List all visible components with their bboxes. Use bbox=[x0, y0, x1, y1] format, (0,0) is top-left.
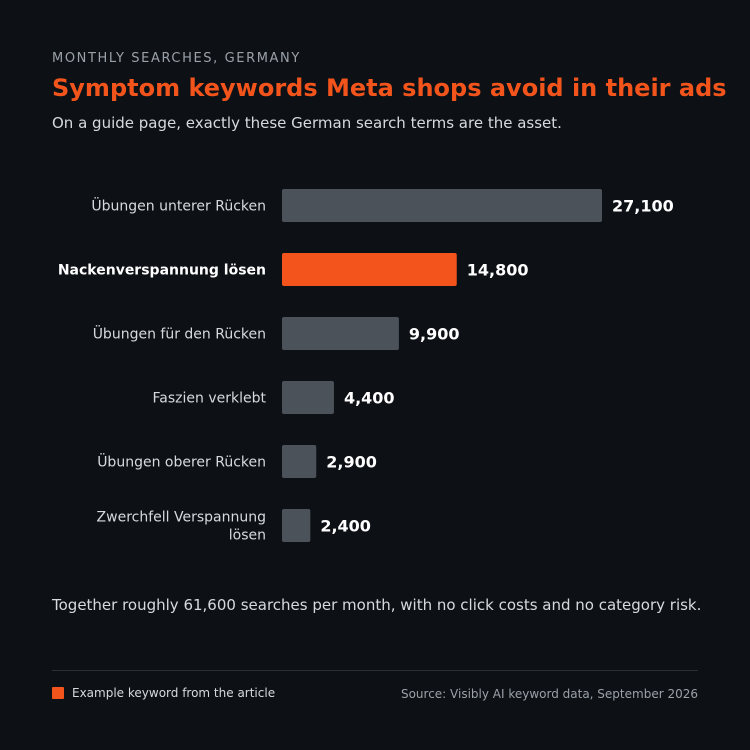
source-note: Source: Visibly AI keyword data, Septemb… bbox=[400, 687, 698, 701]
value-label-2: 9,900 bbox=[409, 325, 460, 344]
bar-chart: Übungen unterer Rücken 27,100 Nackenverspa… bbox=[58, 189, 674, 544]
chart-subtitle: On a guide page, exactly these German se… bbox=[52, 114, 562, 132]
category-label-1: Nackenverspannung lösen bbox=[58, 263, 266, 279]
bar-0 bbox=[282, 189, 602, 222]
summary-note: Together roughly 61,600 searches per mon… bbox=[52, 596, 702, 614]
category-label-4: Übungen oberer Rücken bbox=[97, 453, 266, 471]
legend-label: Example keyword from the article bbox=[72, 686, 276, 700]
category-label-2: Übungen für den Rücken bbox=[93, 325, 266, 343]
bar-3 bbox=[282, 381, 334, 414]
value-label-4: 2,900 bbox=[326, 453, 377, 472]
chart-title: Symptom keywords Meta shops avoid in the… bbox=[52, 74, 727, 102]
bar-4 bbox=[282, 445, 317, 478]
value-label-1: 14,800 bbox=[467, 261, 529, 280]
category-label-3: Faszien verklebt bbox=[153, 391, 267, 407]
category-label-5: Zwerchfell Verspannung lösen bbox=[97, 510, 266, 544]
value-label-5: 2,400 bbox=[320, 517, 371, 536]
value-label-0: 27,100 bbox=[612, 197, 674, 216]
category-label-0: Übungen unterer Rücken bbox=[91, 197, 266, 215]
bar-1 bbox=[282, 253, 457, 286]
bar-2 bbox=[282, 317, 399, 350]
footer-divider bbox=[52, 670, 698, 671]
legend-swatch bbox=[52, 687, 64, 699]
legend: Example keyword from the article bbox=[52, 686, 275, 700]
value-label-3: 4,400 bbox=[344, 389, 395, 408]
bar-5 bbox=[282, 509, 311, 542]
chart-eyebrow: MONTHLY SEARCHES, GERMANY bbox=[52, 51, 301, 66]
